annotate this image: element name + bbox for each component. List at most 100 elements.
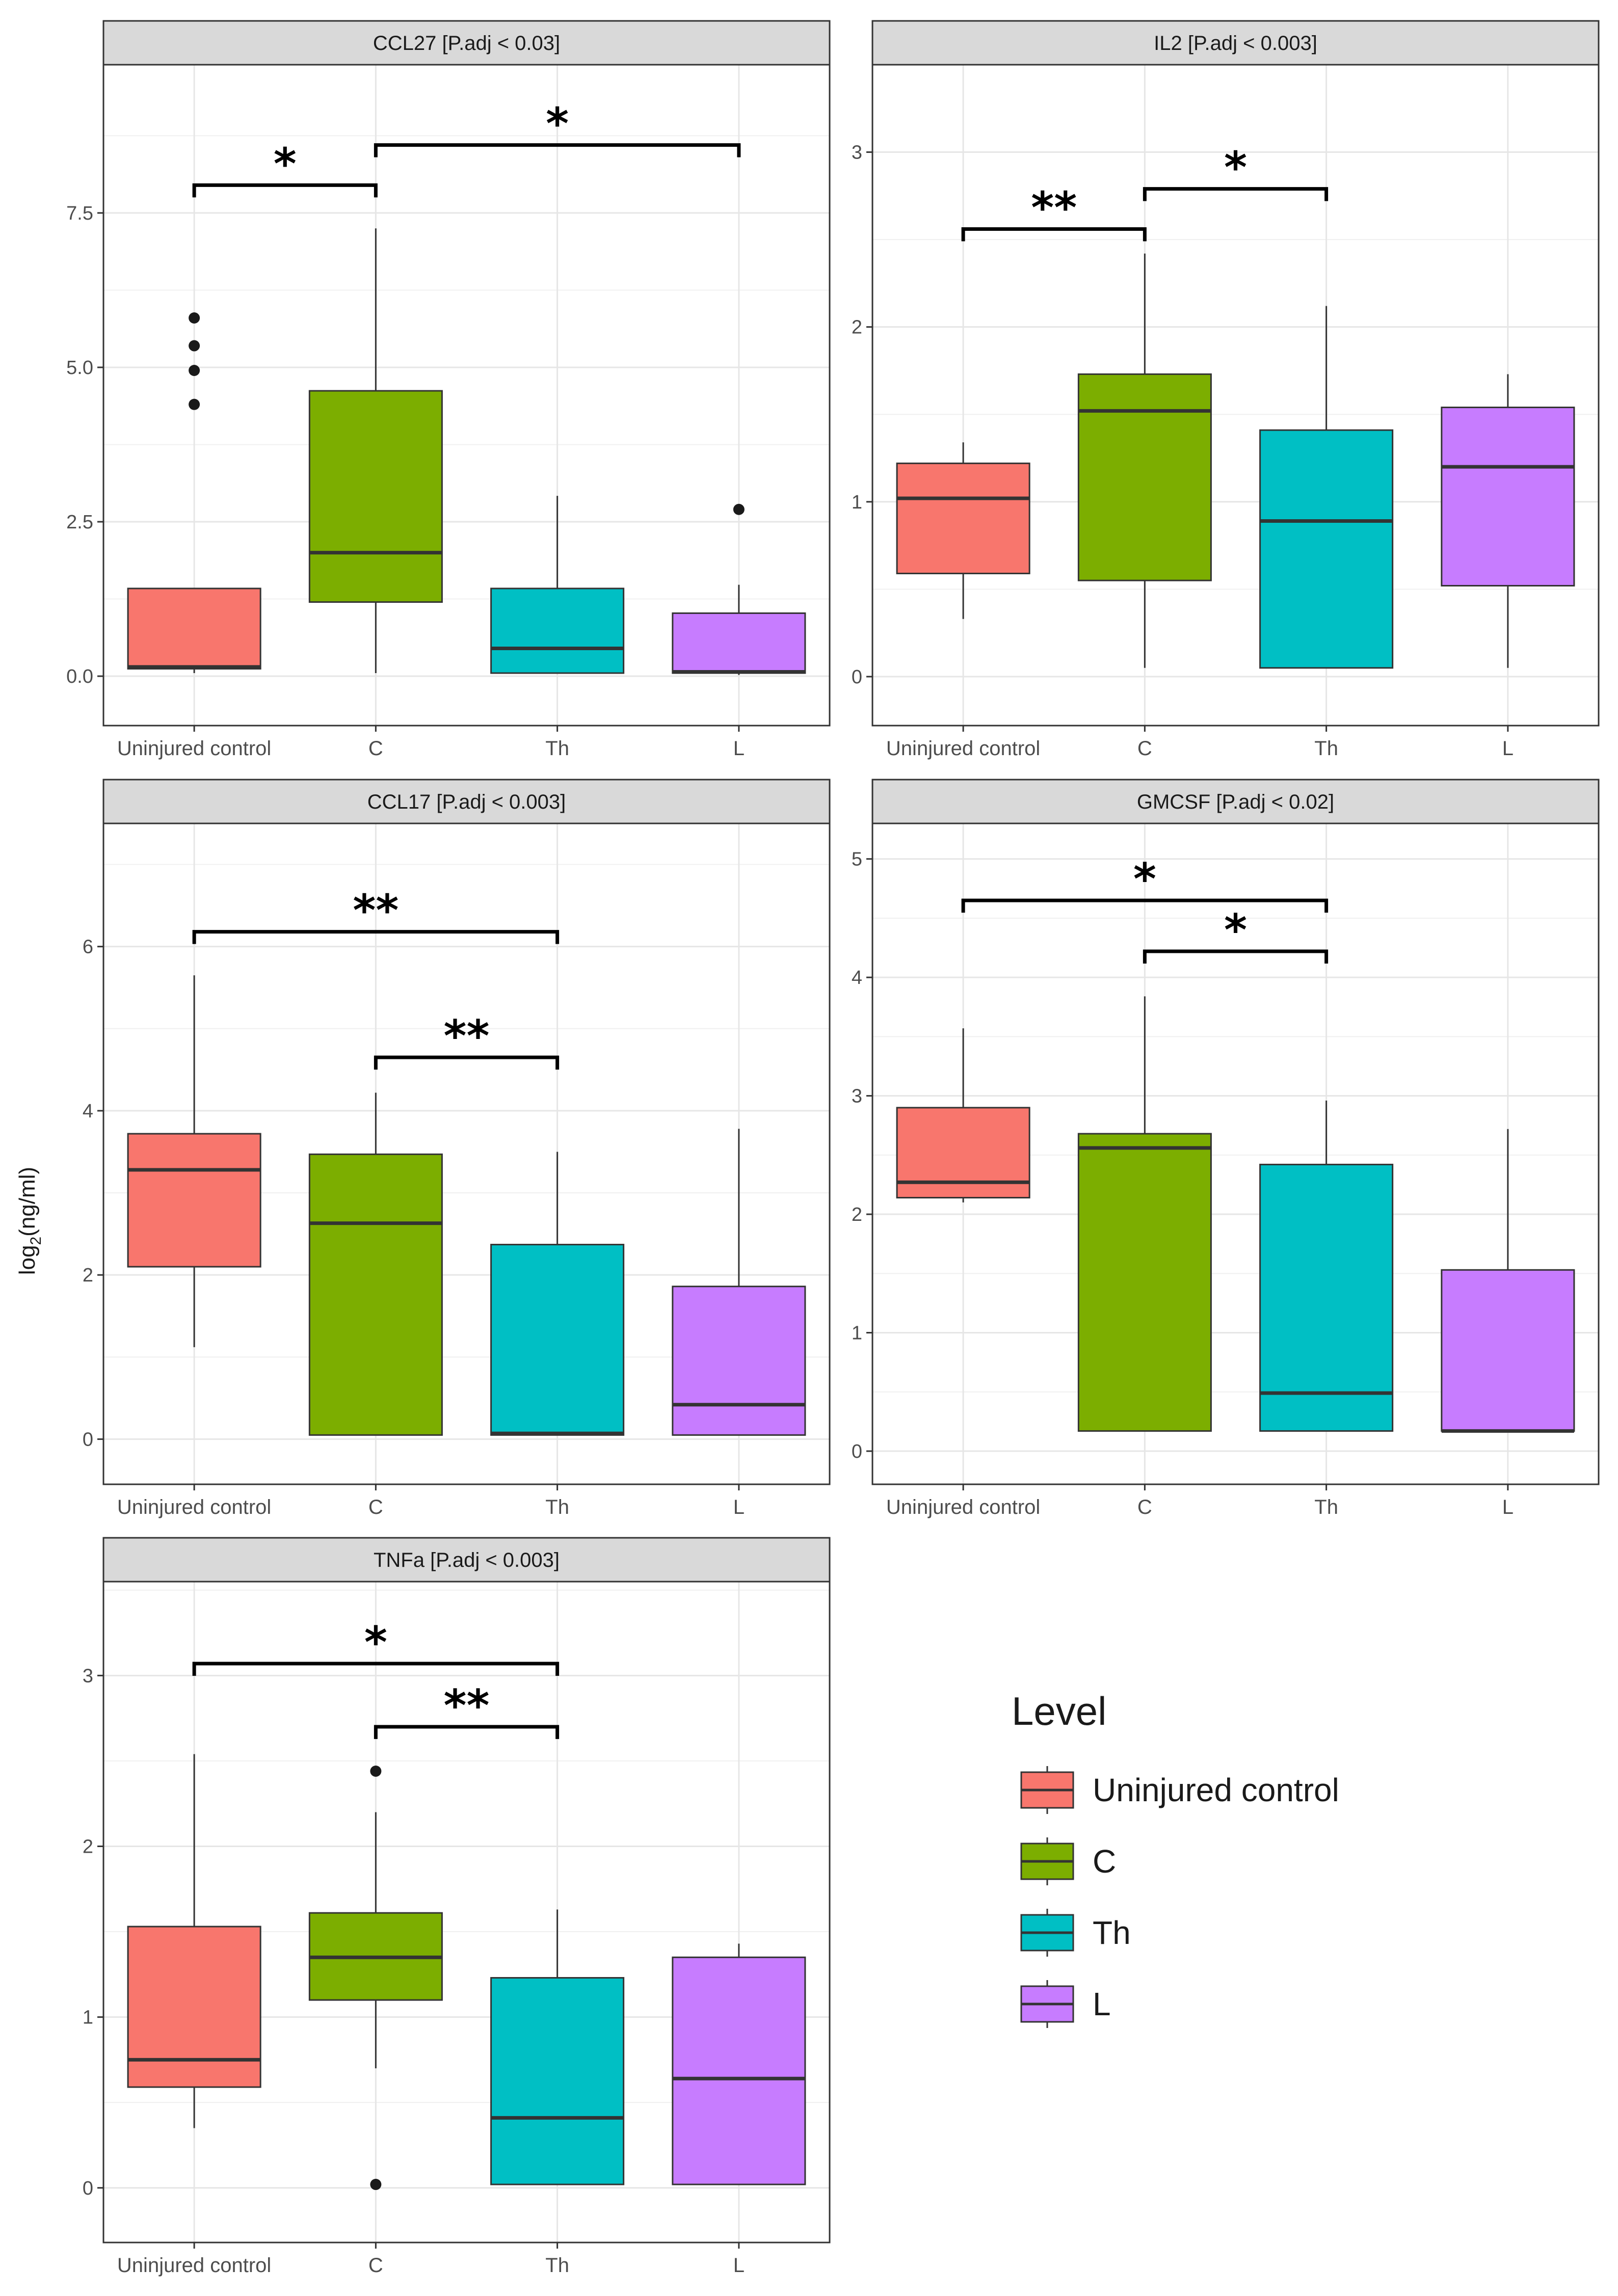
y-tick-label: 3 bbox=[852, 142, 862, 164]
legend-item-l: L bbox=[1020, 1980, 1111, 2028]
bracket-line bbox=[192, 930, 560, 944]
x-tick-label: L bbox=[733, 737, 745, 760]
panel-3: CCL17 [P.adj < 0.003] ** ** 0 2 4 6 Uninjured c… bbox=[83, 779, 831, 1518]
box-th bbox=[1259, 306, 1394, 669]
box-uninjured-control bbox=[127, 312, 261, 673]
box-iqr bbox=[490, 588, 625, 674]
significance-bracket: ** bbox=[374, 1680, 560, 1739]
box-iqr bbox=[490, 1977, 625, 2185]
y-tick-label: 3 bbox=[83, 1665, 93, 1687]
legend-items: Uninjured control C Th L bbox=[1020, 1766, 1339, 2028]
y-tick-label: 5.0 bbox=[66, 357, 93, 379]
box-l bbox=[1441, 1129, 1575, 1433]
y-tick-label: 2.5 bbox=[66, 512, 93, 533]
y-tick-label: 0.0 bbox=[66, 666, 93, 687]
y-tick-label: 1 bbox=[852, 492, 862, 513]
box-l bbox=[1441, 374, 1575, 668]
panel-strip bbox=[102, 1537, 831, 1583]
significance-bracket: * bbox=[192, 139, 378, 198]
x-tick-label: L bbox=[1502, 1496, 1514, 1518]
y-tick-label: 1 bbox=[83, 2007, 93, 2028]
outlier-point bbox=[733, 503, 745, 515]
legend-label: L bbox=[1093, 1986, 1111, 2022]
significance-label: * bbox=[364, 1617, 387, 1668]
x-tick-label: L bbox=[733, 2254, 745, 2277]
significance-bracket: ** bbox=[192, 886, 560, 944]
box-c bbox=[1077, 996, 1212, 1432]
significance-bracket: * bbox=[192, 1617, 560, 1676]
legend-item-th: Th bbox=[1020, 1909, 1131, 1957]
y-tick-label: 5 bbox=[852, 849, 862, 870]
significance-bracket: * bbox=[1143, 905, 1329, 964]
box-iqr bbox=[127, 1926, 261, 2088]
box-uninjured-control bbox=[127, 1754, 261, 2128]
box-uninjured-control bbox=[896, 1028, 1030, 1203]
significance-label: ** bbox=[353, 886, 399, 937]
bracket-line bbox=[374, 1055, 560, 1070]
box-c bbox=[308, 1092, 443, 1436]
significance-bracket: * bbox=[1143, 143, 1329, 201]
box-iqr bbox=[127, 588, 261, 670]
bracket-line bbox=[1143, 187, 1329, 201]
x-tick-label: Uninjured control bbox=[117, 1496, 271, 1518]
panel-title: TNFa [P.adj < 0.003] bbox=[374, 1549, 560, 1571]
box-iqr bbox=[308, 1153, 443, 1436]
box-iqr bbox=[1077, 373, 1212, 581]
box-l bbox=[672, 1943, 806, 2185]
legend: Level Uninjured control C Th L bbox=[1012, 1689, 1339, 2028]
y-tick-label: 0 bbox=[83, 2178, 93, 2199]
y-tick-label: 2 bbox=[852, 1204, 862, 1225]
significance-label: ** bbox=[444, 1011, 490, 1062]
significance-label: * bbox=[1224, 905, 1247, 956]
y-tick-label: 4 bbox=[83, 1101, 93, 1122]
outlier-point bbox=[189, 365, 200, 377]
x-tick-label: C bbox=[1137, 1496, 1152, 1518]
x-tick-label: C bbox=[1137, 737, 1152, 760]
significance-label: * bbox=[1224, 143, 1247, 194]
box-iqr bbox=[1259, 1163, 1394, 1432]
box-l bbox=[672, 503, 806, 675]
panel-border bbox=[871, 822, 1600, 1485]
bracket-line bbox=[374, 1725, 560, 1739]
panel-title: CCL27 [P.adj < 0.03] bbox=[373, 32, 560, 55]
panel-title: IL2 [P.adj < 0.003] bbox=[1154, 32, 1317, 55]
panel-4: GMCSF [P.adj < 0.02] * * 0 1 2 3 4 5 Uninjured co… bbox=[852, 779, 1600, 1518]
box-uninjured-control bbox=[127, 975, 261, 1347]
bracket-line bbox=[1143, 949, 1329, 964]
y-axis-title: log2(ng/ml) bbox=[15, 1167, 44, 1275]
panel-1: CCL27 [P.adj < 0.03] * * 0.0 2.5 5.0 7.5 Uninju… bbox=[66, 20, 831, 760]
y-tick-label: 2 bbox=[852, 317, 862, 338]
x-tick-label: Th bbox=[545, 2254, 569, 2277]
bracket-line bbox=[961, 227, 1147, 242]
bracket-line bbox=[192, 183, 378, 198]
x-tick-label: Th bbox=[545, 1496, 569, 1518]
bracket-line bbox=[374, 143, 741, 157]
outlier-point bbox=[370, 1766, 382, 1777]
y-tick-label: 1 bbox=[852, 1322, 862, 1344]
box-iqr bbox=[127, 1133, 261, 1268]
x-tick-label: Th bbox=[1314, 1496, 1338, 1518]
legend-label: Th bbox=[1093, 1914, 1131, 1951]
significance-label: * bbox=[274, 139, 297, 190]
x-tick-label: L bbox=[733, 1496, 745, 1518]
box-th bbox=[490, 1152, 625, 1436]
legend-item-uninjured-control: Uninjured control bbox=[1020, 1766, 1339, 1814]
y-tick-label: 0 bbox=[852, 666, 862, 688]
significance-label: ** bbox=[1031, 183, 1077, 234]
x-tick-label: Uninjured control bbox=[886, 1496, 1040, 1518]
legend-label: Uninjured control bbox=[1093, 1772, 1339, 1808]
significance-label: * bbox=[546, 99, 569, 150]
box-iqr bbox=[490, 1244, 625, 1436]
significance-bracket: ** bbox=[961, 183, 1147, 242]
significance-label: ** bbox=[444, 1680, 490, 1731]
significance-label: * bbox=[1133, 854, 1156, 905]
box-iqr bbox=[896, 462, 1030, 574]
box-c bbox=[308, 1766, 443, 2191]
x-tick-label: L bbox=[1502, 737, 1514, 760]
box-th bbox=[490, 496, 625, 674]
box-iqr bbox=[896, 1107, 1030, 1199]
significance-bracket: ** bbox=[374, 1011, 560, 1070]
